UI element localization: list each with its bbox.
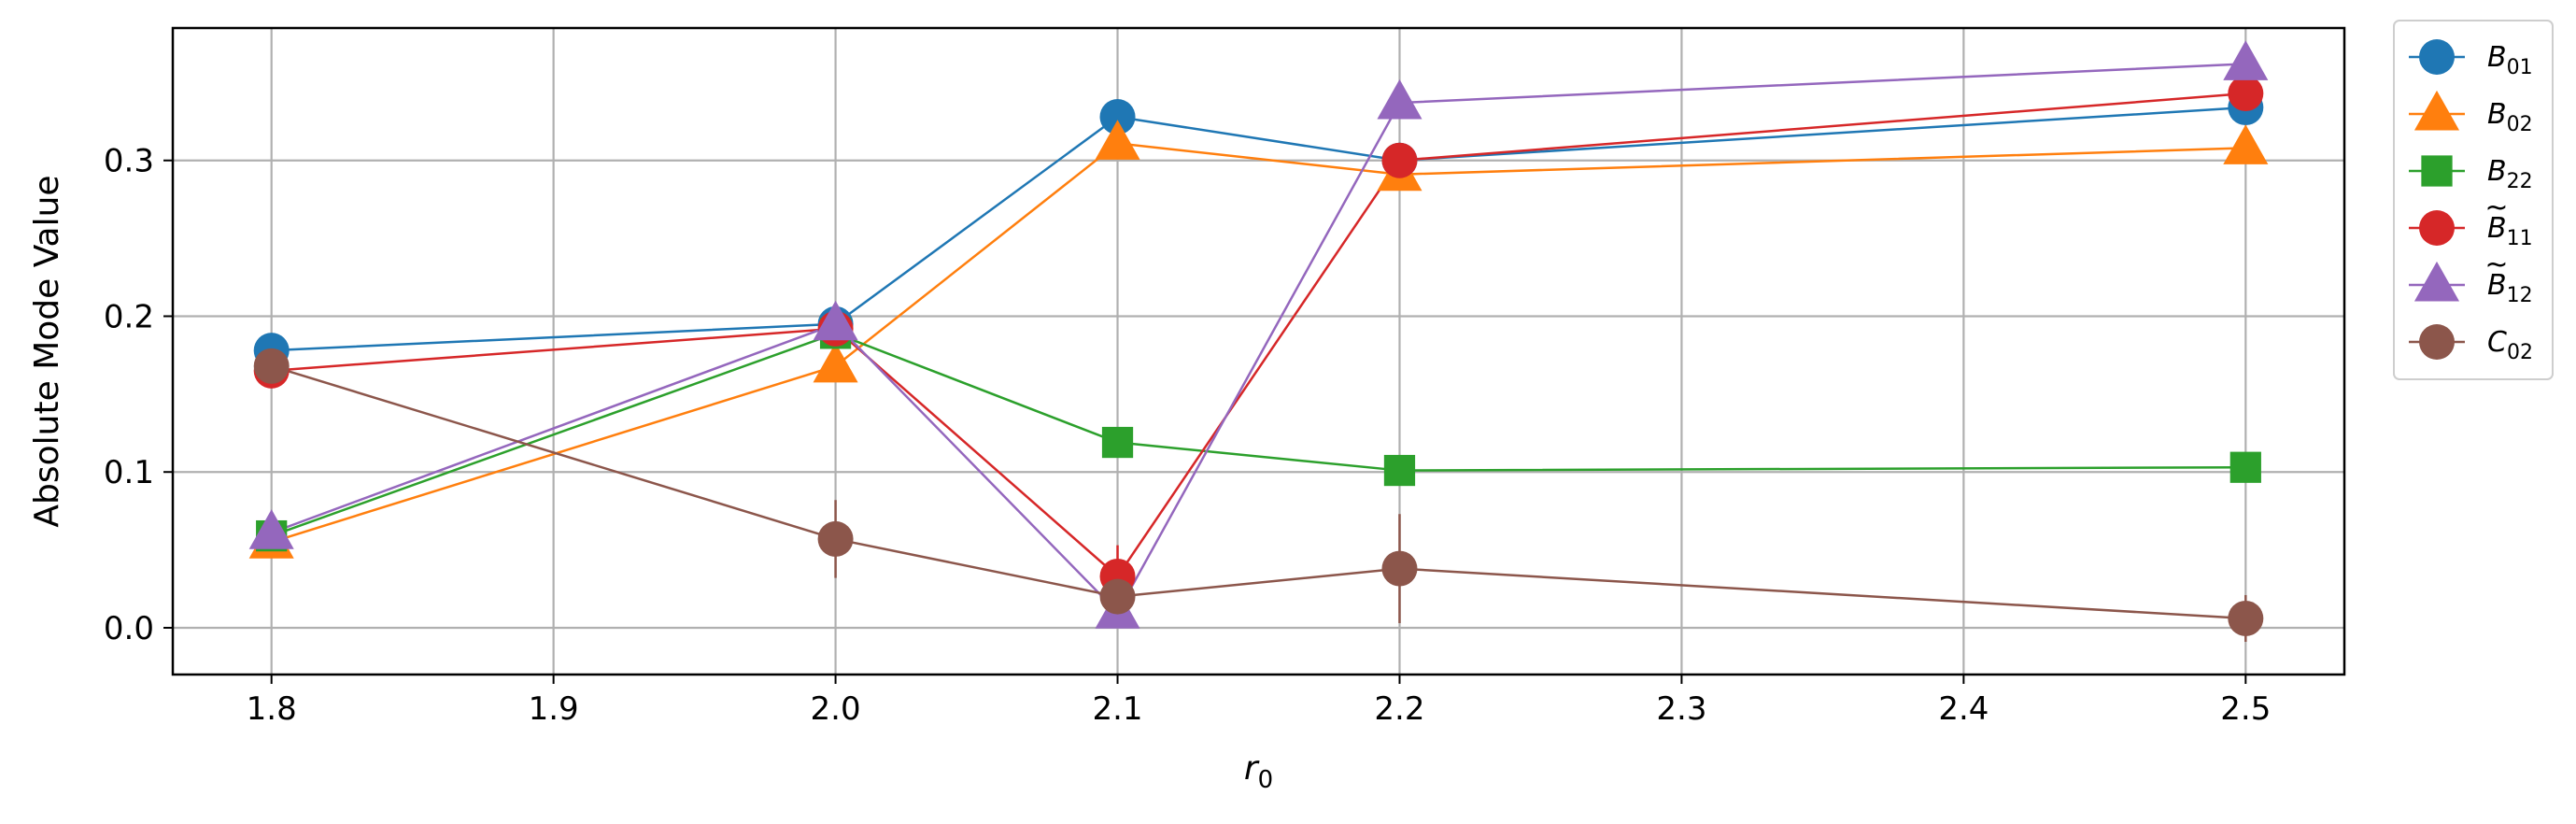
legend-label-base: B (2487, 155, 2507, 188)
grid (173, 28, 2344, 675)
x-tick-label: 2.2 (1374, 690, 1424, 728)
legend-label: B01 (2487, 41, 2533, 79)
legend-marker (2419, 324, 2455, 360)
legend-label-base: B (2487, 269, 2507, 302)
data-point (1381, 550, 1418, 587)
x-tick-label: 2.3 (1656, 690, 1706, 728)
data-point (1383, 454, 1416, 487)
legend-label-base: B (2487, 212, 2507, 245)
data-point (1099, 578, 1136, 615)
y-tick-label: 0.0 (104, 610, 154, 647)
x-tick-label: 2.5 (2220, 690, 2271, 728)
y-tick-label: 0.1 (104, 454, 154, 491)
data-point (1377, 78, 1422, 120)
legend-marker (2413, 90, 2460, 131)
x-tick-label: 1.8 (247, 690, 297, 728)
data-point (1101, 426, 1134, 459)
data-point (253, 348, 290, 384)
x-tick-label: 2.1 (1092, 690, 1142, 728)
markers (248, 40, 2269, 636)
x-tick-label: 2.0 (811, 690, 861, 728)
legend-marker (2413, 261, 2460, 302)
x-axis: 1.8 1.9 2.0 2.1 2.2 2.3 2.4 2.5 (247, 675, 2271, 728)
y-tick-label: 0.3 (104, 143, 154, 180)
data-point (2229, 451, 2261, 483)
legend-marker (2419, 39, 2455, 75)
data-point (2228, 76, 2264, 112)
x-tick-label: 1.9 (529, 690, 579, 728)
data-point (2223, 40, 2269, 80)
legend-label: C02 (2487, 326, 2533, 364)
legend-label-sub: 22 (2507, 170, 2533, 193)
y-tick-label: 0.2 (104, 298, 154, 335)
legend-label-sub: 12 (2507, 284, 2533, 307)
y-axis-label: Absolute Mode Value (28, 175, 66, 527)
legend-label: B02 (2487, 98, 2533, 136)
legend-label-sub: 11 (2507, 227, 2533, 250)
data-point (2223, 124, 2269, 164)
data-point (817, 520, 854, 557)
plot-frame (171, 26, 2346, 676)
data-point (813, 300, 858, 341)
legend-label-base: C (2487, 326, 2507, 359)
data-point (248, 509, 294, 549)
y-axis: 0.0 0.1 0.2 0.3 (104, 143, 173, 647)
legend-tilde: ~ (2484, 249, 2508, 281)
x-tick-label: 2.4 (1938, 690, 1989, 728)
data-point (813, 342, 858, 383)
x-axis-label: r0 (1244, 749, 1273, 794)
legend-marker (2419, 210, 2455, 246)
legend-label-sub: 02 (2507, 341, 2533, 364)
legend-label: B22 (2487, 155, 2533, 193)
legend-label-base: B (2487, 41, 2507, 74)
legend-label-base: B (2487, 98, 2507, 131)
data-point (1381, 142, 1418, 178)
legend-label-sub: 01 (2507, 56, 2533, 79)
data-point (1099, 99, 1136, 135)
x-axis-label-base: r (1244, 749, 1260, 788)
legend-label-sub: 02 (2507, 113, 2533, 136)
legend-marker (2421, 155, 2453, 187)
legend-label: B11 (2487, 212, 2533, 250)
legend-tilde: ~ (2484, 192, 2508, 224)
legend-label: B12 (2487, 269, 2533, 307)
data-point (1095, 120, 1140, 160)
x-axis-label-sub: 0 (1258, 766, 1274, 794)
data-point (2228, 600, 2264, 636)
